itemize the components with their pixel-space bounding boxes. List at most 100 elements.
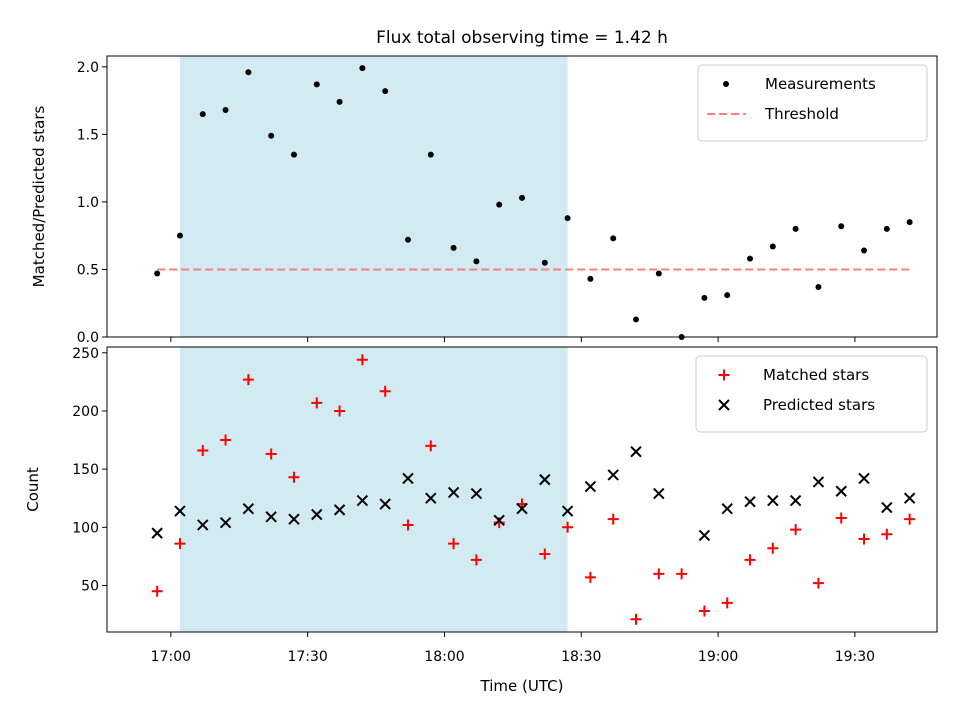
measurement-point (564, 215, 571, 222)
matched-star-point (425, 440, 437, 452)
matched-star-point (356, 354, 368, 366)
legend-box (697, 64, 928, 142)
matched-star-point (197, 445, 209, 457)
matched-star-point (721, 597, 733, 609)
matched-star-point (904, 513, 916, 525)
predicted-star-point (812, 476, 825, 488)
y-tick-label: 250 (72, 346, 99, 362)
measurement-point (883, 225, 890, 232)
matched-star-point (744, 554, 756, 566)
measurement-point (496, 201, 503, 208)
predicted-star-point (653, 487, 665, 500)
x-tick-label: 17:30 (287, 649, 327, 665)
legend-box (695, 355, 928, 433)
measurement-point (154, 270, 161, 277)
predicted-star-point (607, 469, 619, 481)
y-axis-label: Matched/Predicted stars (30, 106, 48, 288)
x-tick-label: 17:00 (151, 649, 191, 665)
measurement-point (336, 98, 343, 105)
y-tick-label: 50 (81, 578, 99, 594)
predicted-star-point (311, 508, 323, 521)
predicted-star-point (561, 505, 574, 517)
matched-star-point (470, 554, 482, 566)
predicted-star-point (539, 473, 551, 486)
y-tick-label: 2.0 (77, 60, 99, 76)
measurement-point (610, 235, 617, 242)
matched-star-point (607, 513, 619, 525)
y-tick-label: 200 (72, 404, 99, 420)
axes-frame (106, 55, 938, 338)
y-tick-label: 100 (72, 520, 99, 536)
predicted-star-point (470, 487, 483, 500)
measurement-point (290, 151, 297, 158)
predicted-star-point (584, 480, 597, 493)
x-tick-label: 19:00 (698, 649, 738, 665)
matched-star-point (881, 528, 893, 540)
shaded-interval (179, 56, 568, 337)
matched-star-point (265, 448, 277, 460)
predicted-star-point (493, 514, 505, 527)
x-tick-label: 18:00 (424, 649, 464, 665)
predicted-star-point (858, 472, 870, 485)
predicted-star-point (767, 494, 779, 507)
matched-star-point (402, 519, 414, 531)
predicted-star-point (242, 502, 255, 515)
measurement-point (815, 284, 822, 291)
matched-star-point (767, 542, 779, 554)
shaded-interval (179, 347, 568, 632)
measurement-point (655, 270, 662, 277)
legend-label: Matched stars (763, 366, 869, 384)
matched-star-point (311, 397, 323, 409)
measurement-point (792, 225, 799, 232)
predicted-star-point (288, 513, 300, 525)
predicted-star-point (881, 501, 893, 514)
predicted-star-point (219, 516, 232, 529)
matched-star-point (630, 613, 642, 625)
matched-star-point (653, 568, 665, 580)
legend-matched-swatch (718, 369, 730, 381)
matched-star-point (835, 512, 847, 524)
predicted-star-point (516, 502, 528, 515)
predicted-star-point (174, 505, 186, 517)
measurement-point (633, 316, 640, 323)
measurement-point (176, 232, 183, 239)
measurement-point (541, 259, 548, 266)
matched-star-point (379, 385, 391, 397)
matched-star-point (790, 524, 802, 536)
predicted-star-point (379, 498, 391, 510)
measurement-point (906, 219, 913, 226)
measurement-point (701, 294, 708, 301)
legend-label: Threshold (764, 105, 839, 123)
predicted-star-point (721, 502, 733, 515)
predicted-star-point (151, 527, 163, 539)
matched-star-point (698, 605, 710, 617)
matched-star-point (676, 568, 688, 580)
matched-star-point (288, 471, 300, 483)
measurement-point (222, 107, 229, 114)
predicted-star-point (744, 496, 756, 508)
measurement-point (404, 236, 411, 243)
axes-frame (106, 346, 938, 633)
measurement-point (747, 255, 754, 262)
x-tick-label: 19:30 (835, 649, 875, 665)
predicted-star-point (447, 486, 460, 499)
matched-star-point (812, 577, 824, 589)
measurement-point (359, 65, 366, 72)
predicted-star-point (265, 511, 277, 523)
y-tick-label: 0.5 (77, 262, 99, 278)
measurement-point (245, 69, 252, 76)
matched-star-point (539, 548, 551, 560)
predicted-star-point (425, 492, 437, 504)
matched-star-point (242, 374, 254, 386)
chart-title: Flux total observing time = 1.42 h (376, 28, 668, 48)
predicted-star-point (698, 529, 711, 542)
x-tick-label: 18:30 (561, 649, 601, 665)
y-tick-label: 1.5 (77, 127, 99, 143)
measurement-point (473, 258, 480, 265)
measurement-point (199, 111, 206, 118)
y-tick-label: 1.0 (77, 195, 99, 211)
x-axis-label: Time (UTC) (480, 677, 564, 695)
matched-star-point (220, 434, 232, 446)
measurement-point (268, 132, 275, 139)
measurement-point (427, 151, 434, 158)
